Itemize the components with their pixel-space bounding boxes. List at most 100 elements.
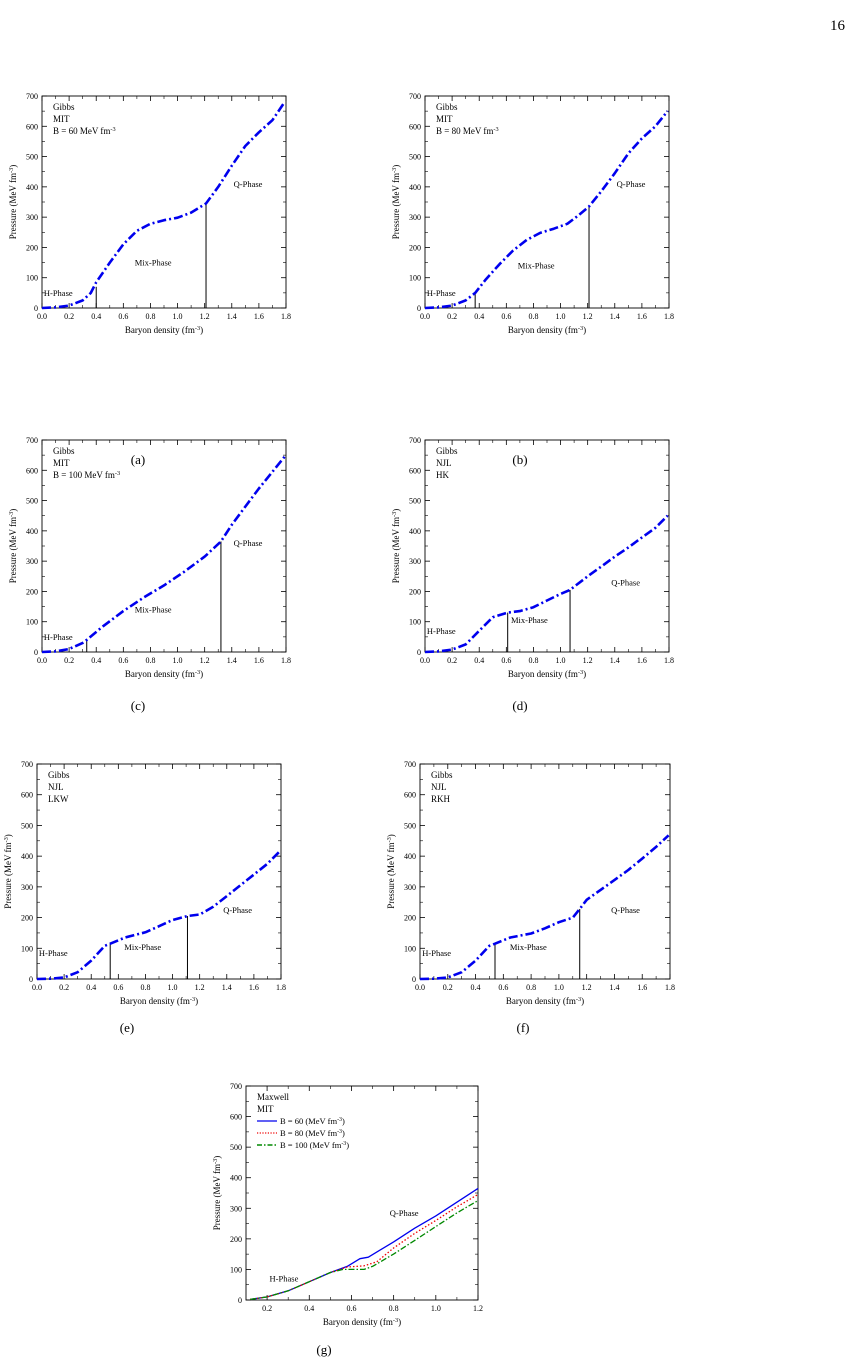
legend-text: B = 80 MeV fm-3 (436, 126, 499, 137)
phase-label: Mix-Phase (135, 605, 172, 615)
x-tick-label: 1.8 (281, 656, 291, 665)
x-axis-label: Baryon density (fm-3) (125, 669, 203, 680)
x-tick-label: 1.0 (556, 656, 566, 665)
y-tick-label: 600 (409, 122, 421, 131)
y-tick-label: 300 (409, 213, 421, 222)
x-tick-label: 1.2 (583, 656, 593, 665)
legend-series-label: B = 80 (MeV fm-3) (280, 1128, 345, 1138)
y-tick-label: 100 (409, 618, 421, 627)
x-tick-label: 0.2 (262, 1304, 272, 1313)
series-line-1 (41, 455, 286, 654)
series-line-1 (424, 110, 669, 310)
x-tick-label: 0.0 (37, 312, 47, 321)
y-tick-label: 100 (26, 274, 38, 283)
x-tick-label: 1.2 (583, 312, 593, 321)
subfigure-caption: (g) (316, 1342, 332, 1357)
y-tick-label: 200 (409, 243, 421, 252)
x-tick-label: 1.4 (227, 312, 237, 321)
x-axis-label: Baryon density (fm-3) (506, 996, 584, 1007)
legend-text: NJL (431, 782, 447, 792)
legend-text: MIT (257, 1104, 274, 1114)
x-tick-label: 1.2 (195, 983, 205, 992)
phase-label: Q-Phase (390, 1208, 419, 1218)
x-tick-label: 0.2 (443, 983, 453, 992)
y-tick-label: 600 (230, 1113, 242, 1122)
y-tick-label: 300 (404, 883, 416, 892)
legend-text: NJL (48, 782, 64, 792)
x-tick-label: 1.6 (637, 312, 647, 321)
y-tick-label: 600 (404, 791, 416, 800)
phase-label: Q-Phase (223, 905, 252, 915)
legend-text: NJL (436, 458, 452, 468)
y-tick-label: 0 (34, 648, 38, 657)
x-tick-label: 1.0 (168, 983, 178, 992)
subfigure-caption: (b) (512, 452, 528, 467)
y-tick-label: 100 (409, 274, 421, 283)
x-tick-label: 0.8 (389, 1304, 399, 1313)
x-tick-label: 1.0 (173, 312, 183, 321)
subfigure-caption: (e) (119, 1020, 135, 1035)
y-tick-label: 700 (409, 436, 421, 445)
y-tick-label: 400 (21, 852, 33, 861)
chart-svg-e: 0.0 0.2 0.4 0.6 0.8 1.0 1.2 1.4 1.6 1.8 0 100 200 300… (3, 760, 287, 1006)
x-tick-label: 1.8 (664, 312, 674, 321)
y-tick-label: 200 (26, 587, 38, 596)
y-tick-label: 600 (26, 466, 38, 475)
x-tick-label: 1.6 (249, 983, 259, 992)
x-tick-label: 0.8 (145, 656, 155, 665)
x-tick-label: 0.2 (64, 656, 74, 665)
legend-text: Maxwell (257, 1092, 289, 1102)
phase-label: Mix-Phase (511, 615, 548, 625)
y-tick-label: 300 (26, 557, 38, 566)
x-tick-label: 0.4 (474, 656, 484, 665)
x-tick-label: 1.6 (254, 656, 264, 665)
chart-svg-b: 0.0 0.2 0.4 0.6 0.8 1.0 1.2 1.4 1.6 1.8 0 100 200 300… (391, 92, 675, 335)
x-axis-label: Baryon density (fm-3) (125, 325, 203, 336)
y-axis-label: Pressure (MeV fm-3) (391, 165, 402, 240)
y-tick-label: 300 (21, 883, 33, 892)
subfigure-caption: (a) (130, 452, 146, 467)
legend-text: Gibbs (431, 770, 453, 780)
phase-label: H-Phase (44, 288, 73, 298)
x-tick-label: 0.6 (118, 656, 128, 665)
x-tick-label: 1.6 (637, 983, 647, 992)
x-tick-label: 1.2 (200, 312, 210, 321)
y-tick-label: 400 (26, 527, 38, 536)
y-tick-label: 400 (26, 183, 38, 192)
x-tick-label: 0.4 (91, 656, 101, 665)
phase-label: Mix-Phase (518, 261, 555, 271)
y-tick-label: 700 (409, 92, 421, 101)
x-tick-label: 0.0 (420, 656, 430, 665)
x-axis-label: Baryon density (fm-3) (508, 669, 586, 680)
y-tick-label: 700 (404, 760, 416, 769)
y-tick-label: 700 (21, 760, 33, 769)
phase-label: H-Phase (422, 948, 451, 958)
legend-text: Gibbs (436, 446, 458, 456)
legend-text: MIT (53, 458, 70, 468)
y-axis-label: Pressure (MeV fm-3) (8, 509, 19, 584)
chart-svg-f: 0.0 0.2 0.4 0.6 0.8 1.0 1.2 1.4 1.6 1.8 0 100 200 300… (386, 760, 676, 1007)
subfigure-caption: (d) (512, 698, 528, 713)
y-tick-label: 100 (26, 618, 38, 627)
legend-text: Gibbs (53, 446, 75, 456)
y-tick-label: 500 (21, 821, 33, 830)
y-tick-label: 0 (29, 975, 33, 984)
x-tick-label: 0.8 (145, 312, 155, 321)
y-axis-label: Pressure (MeV fm-3) (8, 165, 19, 240)
x-tick-label: 0.2 (64, 312, 74, 321)
phase-label: Q-Phase (611, 577, 640, 587)
x-tick-label: 1.8 (665, 983, 675, 992)
x-tick-label: 1.4 (609, 983, 619, 992)
y-tick-label: 400 (409, 527, 421, 536)
phase-label: Mix-Phase (135, 258, 172, 268)
y-tick-label: 200 (26, 243, 38, 252)
x-tick-label: 0.0 (32, 983, 42, 992)
series-line-1 (419, 834, 670, 981)
y-tick-label: 300 (230, 1204, 242, 1213)
y-tick-label: 700 (230, 1082, 242, 1091)
x-tick-label: 0.0 (420, 312, 430, 321)
x-tick-label: 0.0 (415, 983, 425, 992)
x-tick-label: 0.4 (474, 312, 484, 321)
phase-label: H-Phase (427, 288, 456, 298)
x-tick-label: 1.0 (554, 983, 564, 992)
